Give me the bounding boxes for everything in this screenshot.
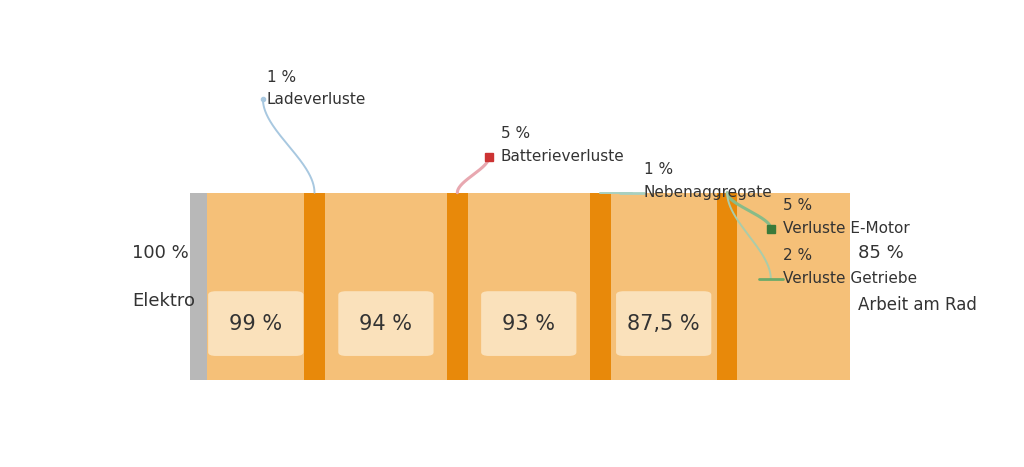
FancyBboxPatch shape xyxy=(590,193,610,380)
FancyBboxPatch shape xyxy=(338,291,433,356)
Text: Arbeit am Rad: Arbeit am Rad xyxy=(858,296,977,314)
Text: Verluste Getriebe: Verluste Getriebe xyxy=(782,271,916,286)
Text: 87,5 %: 87,5 % xyxy=(628,313,700,333)
Text: 1 %: 1 % xyxy=(267,70,296,85)
Text: 85 %: 85 % xyxy=(858,243,904,262)
Text: 1 %: 1 % xyxy=(644,162,673,177)
Text: Elektro: Elektro xyxy=(132,292,195,310)
Text: Ladeverluste: Ladeverluste xyxy=(267,92,367,106)
Text: Batterieverluste: Batterieverluste xyxy=(501,149,625,164)
Text: 5 %: 5 % xyxy=(782,198,812,213)
Text: 100 %: 100 % xyxy=(132,243,188,262)
FancyBboxPatch shape xyxy=(616,291,712,356)
Text: 94 %: 94 % xyxy=(359,313,413,333)
Text: 5 %: 5 % xyxy=(501,126,530,141)
FancyBboxPatch shape xyxy=(447,193,468,380)
Text: Nebenaggregate: Nebenaggregate xyxy=(644,185,772,200)
Text: 2 %: 2 % xyxy=(782,248,812,263)
Text: 99 %: 99 % xyxy=(229,313,283,333)
FancyBboxPatch shape xyxy=(304,193,325,380)
Text: 93 %: 93 % xyxy=(502,313,555,333)
FancyBboxPatch shape xyxy=(717,193,737,380)
FancyBboxPatch shape xyxy=(189,193,207,380)
Text: Verluste E-Motor: Verluste E-Motor xyxy=(782,221,909,236)
FancyBboxPatch shape xyxy=(481,291,577,356)
FancyBboxPatch shape xyxy=(208,291,303,356)
FancyBboxPatch shape xyxy=(207,193,850,380)
